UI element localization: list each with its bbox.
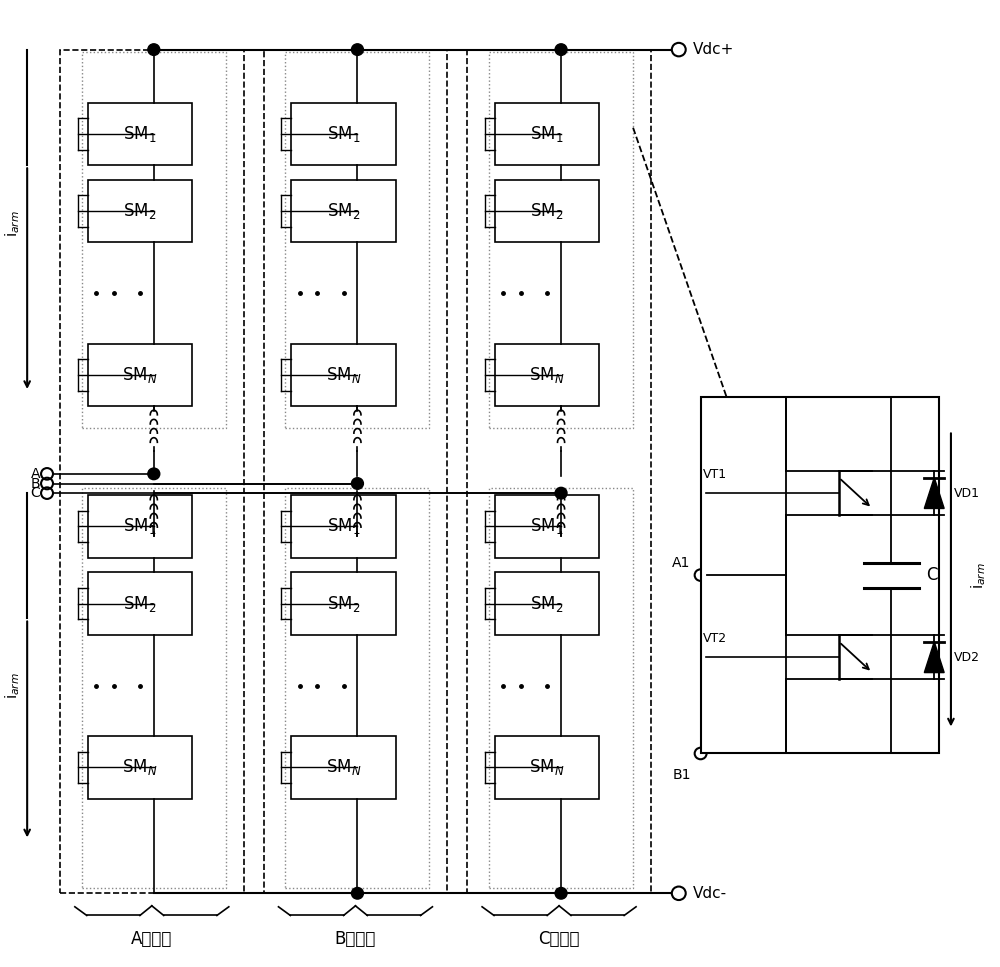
Bar bbox=[291, 495, 396, 558]
Text: A相单元: A相单元 bbox=[131, 929, 173, 948]
Text: VD2: VD2 bbox=[954, 651, 980, 663]
Bar bbox=[467, 49, 651, 894]
Bar bbox=[88, 736, 192, 799]
Bar bbox=[82, 51, 226, 427]
Text: A1: A1 bbox=[672, 556, 691, 571]
Text: SM$_2$: SM$_2$ bbox=[123, 201, 157, 221]
Circle shape bbox=[351, 888, 363, 899]
Circle shape bbox=[695, 570, 707, 581]
Circle shape bbox=[351, 44, 363, 55]
Text: SM$_N$: SM$_N$ bbox=[529, 365, 565, 385]
Bar bbox=[701, 396, 939, 753]
Bar bbox=[495, 180, 599, 243]
Bar bbox=[88, 343, 192, 406]
Text: SM$_N$: SM$_N$ bbox=[326, 365, 361, 385]
Bar bbox=[291, 572, 396, 635]
Bar bbox=[82, 488, 226, 889]
Text: C: C bbox=[30, 486, 40, 500]
Bar bbox=[291, 736, 396, 799]
Bar bbox=[291, 343, 396, 406]
Text: SM$_1$: SM$_1$ bbox=[123, 124, 157, 144]
Text: SM$_2$: SM$_2$ bbox=[327, 201, 360, 221]
Text: C: C bbox=[926, 566, 938, 584]
Circle shape bbox=[555, 888, 567, 899]
Circle shape bbox=[672, 887, 686, 900]
Bar bbox=[495, 495, 599, 558]
Bar bbox=[291, 103, 396, 165]
Text: SM$_2$: SM$_2$ bbox=[530, 594, 564, 613]
Text: SM$_2$: SM$_2$ bbox=[530, 201, 564, 221]
Text: C相单元: C相单元 bbox=[538, 929, 580, 948]
Text: B1: B1 bbox=[672, 768, 691, 782]
Circle shape bbox=[672, 43, 686, 56]
Text: VD1: VD1 bbox=[954, 486, 980, 500]
Bar bbox=[60, 49, 244, 894]
Polygon shape bbox=[924, 642, 944, 673]
Text: SM$_N$: SM$_N$ bbox=[122, 757, 158, 777]
Text: i$_{arm}$: i$_{arm}$ bbox=[969, 562, 988, 589]
Circle shape bbox=[148, 468, 160, 480]
Text: VT1: VT1 bbox=[703, 467, 727, 481]
Circle shape bbox=[555, 44, 567, 55]
Text: SM$_N$: SM$_N$ bbox=[326, 757, 361, 777]
Circle shape bbox=[41, 468, 53, 480]
Text: i$_{arm}$: i$_{arm}$ bbox=[3, 210, 22, 237]
Bar bbox=[88, 180, 192, 243]
Text: SM$_N$: SM$_N$ bbox=[122, 365, 158, 385]
Bar bbox=[495, 572, 599, 635]
Text: VT2: VT2 bbox=[703, 631, 727, 645]
Bar bbox=[495, 103, 599, 165]
Text: Vdc-: Vdc- bbox=[693, 886, 727, 901]
Text: SM$_1$: SM$_1$ bbox=[530, 124, 564, 144]
Circle shape bbox=[148, 44, 160, 55]
Bar bbox=[495, 736, 599, 799]
Bar bbox=[291, 180, 396, 243]
Text: A: A bbox=[31, 467, 40, 481]
Bar bbox=[88, 495, 192, 558]
Circle shape bbox=[555, 487, 567, 499]
Bar bbox=[489, 488, 633, 889]
Text: SM$_2$: SM$_2$ bbox=[123, 594, 157, 613]
Text: SM$_1$: SM$_1$ bbox=[327, 516, 360, 537]
Text: SM$_1$: SM$_1$ bbox=[327, 124, 360, 144]
Circle shape bbox=[695, 747, 707, 759]
Text: SM$_N$: SM$_N$ bbox=[529, 757, 565, 777]
Circle shape bbox=[41, 478, 53, 489]
Circle shape bbox=[351, 478, 363, 489]
Text: i$_{arm}$: i$_{arm}$ bbox=[3, 672, 22, 699]
Text: SM$_2$: SM$_2$ bbox=[327, 594, 360, 613]
Text: SM$_1$: SM$_1$ bbox=[123, 516, 157, 537]
Bar bbox=[495, 343, 599, 406]
Bar bbox=[88, 103, 192, 165]
Text: Vdc+: Vdc+ bbox=[693, 43, 734, 57]
Circle shape bbox=[41, 487, 53, 499]
Bar bbox=[264, 49, 447, 894]
Bar bbox=[285, 488, 429, 889]
Bar bbox=[285, 51, 429, 427]
Text: B相单元: B相单元 bbox=[335, 929, 376, 948]
Polygon shape bbox=[924, 478, 944, 509]
Text: SM$_1$: SM$_1$ bbox=[530, 516, 564, 537]
Bar bbox=[88, 572, 192, 635]
Bar bbox=[489, 51, 633, 427]
Text: B: B bbox=[30, 477, 40, 490]
